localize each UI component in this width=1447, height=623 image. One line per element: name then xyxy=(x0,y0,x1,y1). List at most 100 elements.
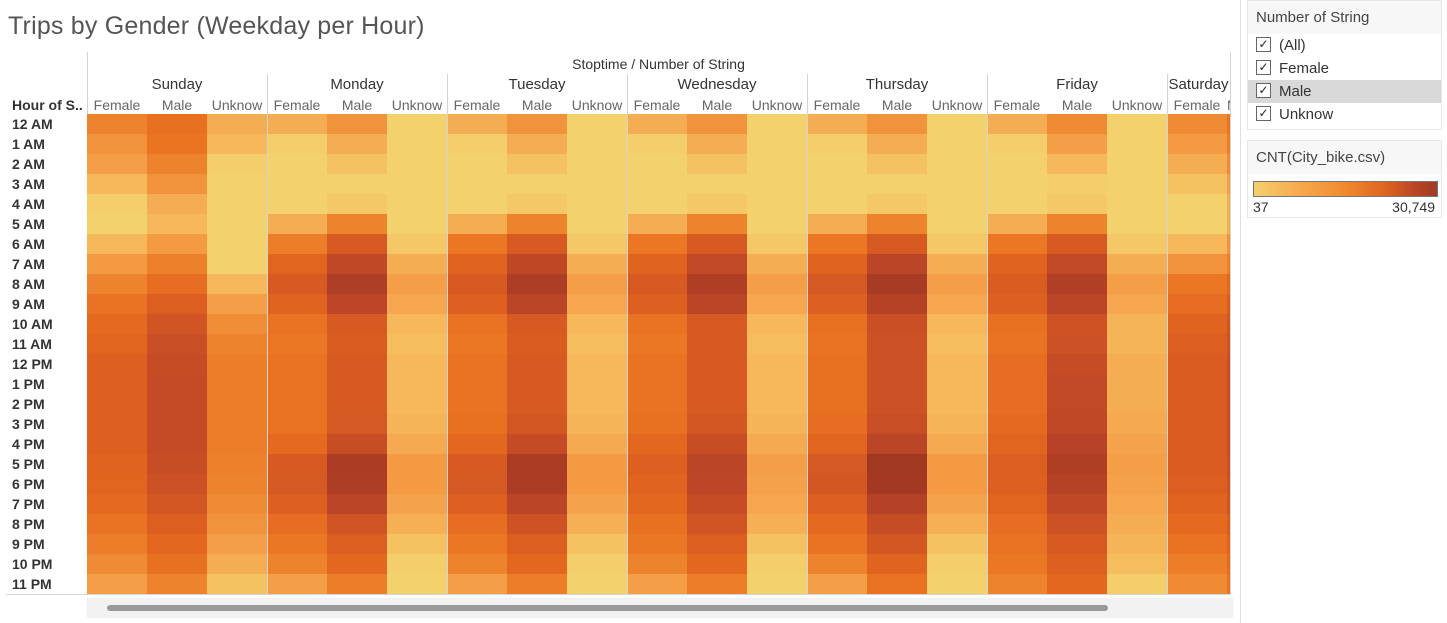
heatmap-cell[interactable] xyxy=(867,374,927,394)
heatmap-cell[interactable] xyxy=(147,294,207,314)
heatmap-cell[interactable] xyxy=(807,374,867,394)
heatmap-cell[interactable] xyxy=(327,454,387,474)
heatmap-cell[interactable] xyxy=(507,114,567,134)
heatmap-cell[interactable] xyxy=(87,274,147,294)
heatmap-cell[interactable] xyxy=(147,514,207,534)
heatmap-cell[interactable] xyxy=(507,534,567,554)
heatmap-cell[interactable] xyxy=(267,454,327,474)
heatmap-cell[interactable] xyxy=(687,134,747,154)
heatmap-cell[interactable] xyxy=(1047,234,1107,254)
heatmap-cell[interactable] xyxy=(387,494,447,514)
heatmap-cell[interactable] xyxy=(567,534,627,554)
heatmap-cell[interactable] xyxy=(1047,354,1107,374)
heatmap-cell[interactable] xyxy=(387,274,447,294)
heatmap-cell[interactable] xyxy=(867,154,927,174)
heatmap-cell[interactable] xyxy=(387,474,447,494)
heatmap-cell[interactable] xyxy=(1107,454,1167,474)
heatmap-cell[interactable] xyxy=(507,294,567,314)
heatmap-cell[interactable] xyxy=(447,434,507,454)
heatmap-cell[interactable] xyxy=(267,354,327,374)
heatmap-cell[interactable] xyxy=(927,134,987,154)
heatmap-cell[interactable] xyxy=(1227,254,1230,274)
heatmap-cell[interactable] xyxy=(207,294,267,314)
heatmap-cell[interactable] xyxy=(1167,274,1227,294)
heatmap-cell[interactable] xyxy=(207,394,267,414)
heatmap-cell[interactable] xyxy=(927,194,987,214)
heatmap-cell[interactable] xyxy=(987,134,1047,154)
heatmap-cell[interactable] xyxy=(447,314,507,334)
heatmap-cell[interactable] xyxy=(1107,234,1167,254)
heatmap-cell[interactable] xyxy=(1107,434,1167,454)
heatmap-cell[interactable] xyxy=(207,314,267,334)
heatmap-cell[interactable] xyxy=(747,414,807,434)
heatmap-cell[interactable] xyxy=(927,374,987,394)
heatmap-cell[interactable] xyxy=(1047,474,1107,494)
heatmap-cell[interactable] xyxy=(927,474,987,494)
heatmap-cell[interactable] xyxy=(267,274,327,294)
heatmap-cell[interactable] xyxy=(987,114,1047,134)
heatmap-cell[interactable] xyxy=(567,114,627,134)
heatmap-cell[interactable] xyxy=(627,554,687,574)
heatmap-cell[interactable] xyxy=(327,214,387,234)
heatmap-cell[interactable] xyxy=(687,434,747,454)
heatmap-cell[interactable] xyxy=(1047,174,1107,194)
heatmap-cell[interactable] xyxy=(207,334,267,354)
heatmap-cell[interactable] xyxy=(147,234,207,254)
heatmap-cell[interactable] xyxy=(207,234,267,254)
heatmap-cell[interactable] xyxy=(927,114,987,134)
heatmap-cell[interactable] xyxy=(867,394,927,414)
heatmap-cell[interactable] xyxy=(567,234,627,254)
heatmap-cell[interactable] xyxy=(1227,174,1230,194)
heatmap-cell[interactable] xyxy=(327,394,387,414)
heatmap-cell[interactable] xyxy=(267,374,327,394)
heatmap-cell[interactable] xyxy=(1227,574,1230,594)
heatmap-cell[interactable] xyxy=(867,194,927,214)
heatmap-cell[interactable] xyxy=(147,194,207,214)
heatmap-cell[interactable] xyxy=(1167,414,1227,434)
heatmap-cell[interactable] xyxy=(1167,354,1227,374)
heatmap-cell[interactable] xyxy=(387,414,447,434)
heatmap-cell[interactable] xyxy=(267,414,327,434)
heatmap-cell[interactable] xyxy=(927,554,987,574)
heatmap-cell[interactable] xyxy=(267,294,327,314)
heatmap-cell[interactable] xyxy=(867,514,927,534)
heatmap-cell[interactable] xyxy=(327,534,387,554)
heatmap-cell[interactable] xyxy=(387,374,447,394)
heatmap-cell[interactable] xyxy=(327,114,387,134)
heatmap-cell[interactable] xyxy=(987,474,1047,494)
heatmap-cell[interactable] xyxy=(87,494,147,514)
heatmap-cell[interactable] xyxy=(1167,114,1227,134)
heatmap-cell[interactable] xyxy=(987,234,1047,254)
heatmap-cell[interactable] xyxy=(1107,214,1167,234)
heatmap-cell[interactable] xyxy=(1047,334,1107,354)
heatmap-cell[interactable] xyxy=(147,174,207,194)
heatmap-cell[interactable] xyxy=(1227,234,1230,254)
heatmap-cell[interactable] xyxy=(1107,134,1167,154)
heatmap-cell[interactable] xyxy=(1167,434,1227,454)
checkbox-checked-icon[interactable]: ✓ xyxy=(1256,105,1271,121)
heatmap-cell[interactable] xyxy=(807,134,867,154)
heatmap-cell[interactable] xyxy=(807,274,867,294)
heatmap-cell[interactable] xyxy=(87,114,147,134)
heatmap-cell[interactable] xyxy=(1167,194,1227,214)
heatmap-cell[interactable] xyxy=(1047,534,1107,554)
heatmap-cell[interactable] xyxy=(987,194,1047,214)
heatmap-cell[interactable] xyxy=(447,174,507,194)
heatmap-cell[interactable] xyxy=(867,294,927,314)
heatmap-cell[interactable] xyxy=(207,354,267,374)
heatmap-cell[interactable] xyxy=(327,514,387,534)
heatmap-cell[interactable] xyxy=(267,174,327,194)
heatmap-cell[interactable] xyxy=(1227,354,1230,374)
heatmap-cell[interactable] xyxy=(1227,494,1230,514)
heatmap-cell[interactable] xyxy=(87,534,147,554)
heatmap-cell[interactable] xyxy=(867,274,927,294)
heatmap-cell[interactable] xyxy=(747,194,807,214)
heatmap-cell[interactable] xyxy=(747,474,807,494)
heatmap-cell[interactable] xyxy=(1227,214,1230,234)
heatmap-cell[interactable] xyxy=(867,434,927,454)
heatmap-cell[interactable] xyxy=(567,254,627,274)
heatmap-cell[interactable] xyxy=(687,274,747,294)
heatmap-cell[interactable] xyxy=(507,454,567,474)
heatmap-cell[interactable] xyxy=(507,334,567,354)
heatmap-cell[interactable] xyxy=(1107,114,1167,134)
